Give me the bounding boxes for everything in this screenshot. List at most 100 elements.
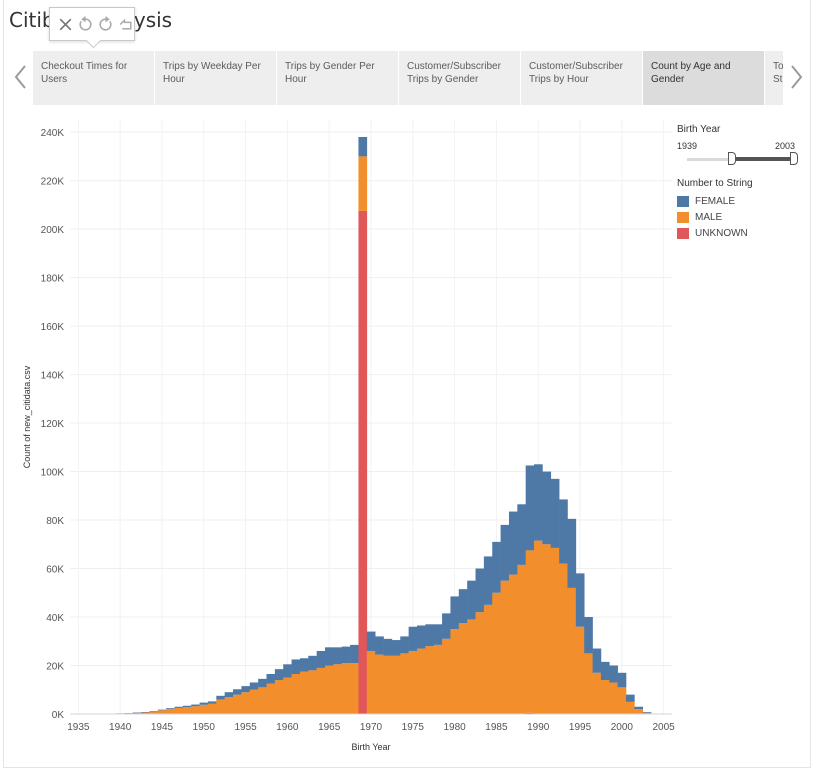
bar-male-1999[interactable] (609, 682, 618, 714)
bar-male-1975[interactable] (408, 650, 418, 714)
bar-male-1947[interactable] (174, 707, 184, 714)
bar-female-1952[interactable] (216, 695, 225, 700)
bar-male-1964[interactable] (316, 667, 326, 714)
next-tab-arrow-icon[interactable] (787, 60, 807, 94)
bar-female-1977[interactable] (425, 624, 435, 647)
bar-female-1944[interactable] (149, 711, 159, 712)
bar-male-1997[interactable] (592, 672, 602, 714)
bar-male-1966[interactable] (333, 664, 343, 714)
bar-male-1952[interactable] (216, 699, 225, 714)
bar-female-1981[interactable] (458, 589, 468, 624)
bar-male-1950[interactable] (199, 704, 209, 714)
bar-male-1989[interactable] (525, 550, 535, 713)
redo-icon[interactable] (97, 15, 114, 33)
bar-male-1994[interactable] (567, 587, 577, 714)
bar-female-1947[interactable] (174, 706, 184, 708)
bar-female-1976[interactable] (416, 625, 426, 649)
bar-male-1956[interactable] (249, 689, 259, 714)
bar-female-1955[interactable] (241, 686, 251, 693)
bar-male-1984[interactable] (483, 604, 493, 714)
bar-male-1976[interactable] (416, 648, 426, 714)
bar-male-1948[interactable] (182, 707, 192, 714)
bar-female-2003[interactable] (642, 712, 652, 713)
bar-male-1968[interactable] (350, 663, 359, 714)
bar-male-1988[interactable] (517, 564, 526, 714)
bar-male-1973[interactable] (391, 655, 401, 714)
tab-count-age-gender[interactable]: Count by Age and Gender (643, 51, 764, 105)
bar-male-1959[interactable] (274, 680, 284, 714)
bar-female-1987[interactable] (508, 511, 518, 575)
bar-male-1991[interactable] (542, 544, 552, 714)
legend-item-female[interactable]: FEMALE (677, 193, 807, 209)
bar-male-1983[interactable] (475, 612, 485, 714)
tab-checkout-times[interactable]: Checkout Times for Users (33, 51, 154, 105)
bar-female-1988[interactable] (517, 504, 526, 565)
bar-male-1979[interactable] (442, 638, 451, 714)
bar-female-1973[interactable] (391, 640, 401, 656)
bar-male-1949[interactable] (191, 706, 200, 714)
bar-male-1969[interactable] (358, 156, 368, 211)
tab-customer-subscriber-gender[interactable]: Customer/Subscriber Trips by Gender (399, 51, 520, 105)
bar-female-1985[interactable] (492, 541, 501, 593)
legend-item-male[interactable]: MALE (677, 209, 807, 225)
slider-min-handle[interactable] (728, 152, 736, 165)
bar-female-1954[interactable] (233, 689, 242, 695)
bar-female-1983[interactable] (475, 568, 485, 613)
bar-male-2002[interactable] (634, 709, 644, 714)
bar-unknown-1989[interactable] (525, 712, 535, 714)
bar-male-1953[interactable] (224, 697, 234, 714)
bar-male-1943[interactable] (141, 712, 150, 714)
bar-male-1981[interactable] (458, 623, 468, 714)
bar-female-1990[interactable] (534, 464, 543, 541)
bar-male-1987[interactable] (508, 574, 518, 714)
bar-female-1982[interactable] (467, 580, 476, 620)
previous-tab-arrow-icon[interactable] (10, 60, 30, 94)
bar-male-1957[interactable] (258, 687, 267, 714)
bar-female-1961[interactable] (291, 659, 301, 674)
bar-male-2003[interactable] (642, 712, 652, 714)
bar-male-1967[interactable] (341, 663, 351, 714)
bar-female-1943[interactable] (141, 712, 150, 713)
bar-male-1993[interactable] (559, 563, 568, 714)
bar-female-1967[interactable] (341, 646, 351, 664)
bar-female-1997[interactable] (592, 648, 602, 673)
tab-trips-gender[interactable]: Trips by Gender Per Hour (277, 51, 398, 105)
bar-female-1994[interactable] (567, 518, 577, 588)
bar-female-1992[interactable] (550, 478, 560, 548)
bar-female-1980[interactable] (450, 596, 460, 630)
bar-female-1971[interactable] (375, 636, 384, 655)
bar-male-1995[interactable] (575, 626, 585, 714)
bar-female-1984[interactable] (483, 556, 493, 605)
birth-year-slider[interactable] (677, 152, 798, 166)
bar-male-1986[interactable] (500, 580, 510, 714)
bar-male-1998[interactable] (600, 680, 610, 714)
bar-male-1951[interactable] (207, 703, 217, 714)
bar-female-1953[interactable] (224, 692, 234, 698)
bar-male-2001[interactable] (626, 701, 635, 714)
bar-female-1989[interactable] (525, 465, 535, 551)
bar-male-1978[interactable] (433, 644, 443, 714)
bar-male-2000[interactable] (617, 687, 627, 714)
bar-male-1945[interactable] (157, 710, 167, 714)
bar-female-1966[interactable] (333, 647, 343, 665)
bar-female-1998[interactable] (600, 661, 610, 681)
bar-male-1961[interactable] (291, 673, 301, 714)
bar-female-1951[interactable] (207, 701, 217, 704)
bar-female-1996[interactable] (584, 617, 593, 654)
tab-top-start[interactable]: Top Start (765, 51, 783, 105)
legend-item-unknown[interactable]: UNKNOWN (677, 225, 807, 241)
bar-male-1958[interactable] (266, 683, 276, 714)
bar-male-1946[interactable] (166, 709, 175, 714)
bar-female-1963[interactable] (308, 655, 317, 671)
bar-male-1954[interactable] (233, 694, 242, 714)
close-icon[interactable] (57, 16, 74, 33)
undo-icon[interactable] (77, 15, 94, 33)
slider-max-handle[interactable] (790, 152, 798, 165)
bar-female-1986[interactable] (500, 524, 510, 581)
bar-female-1968[interactable] (350, 644, 359, 664)
bar-female-1957[interactable] (258, 678, 267, 688)
bar-male-1971[interactable] (375, 654, 384, 714)
bar-male-1980[interactable] (450, 629, 460, 714)
bar-female-1970[interactable] (366, 631, 376, 651)
bar-male-1955[interactable] (241, 692, 251, 714)
